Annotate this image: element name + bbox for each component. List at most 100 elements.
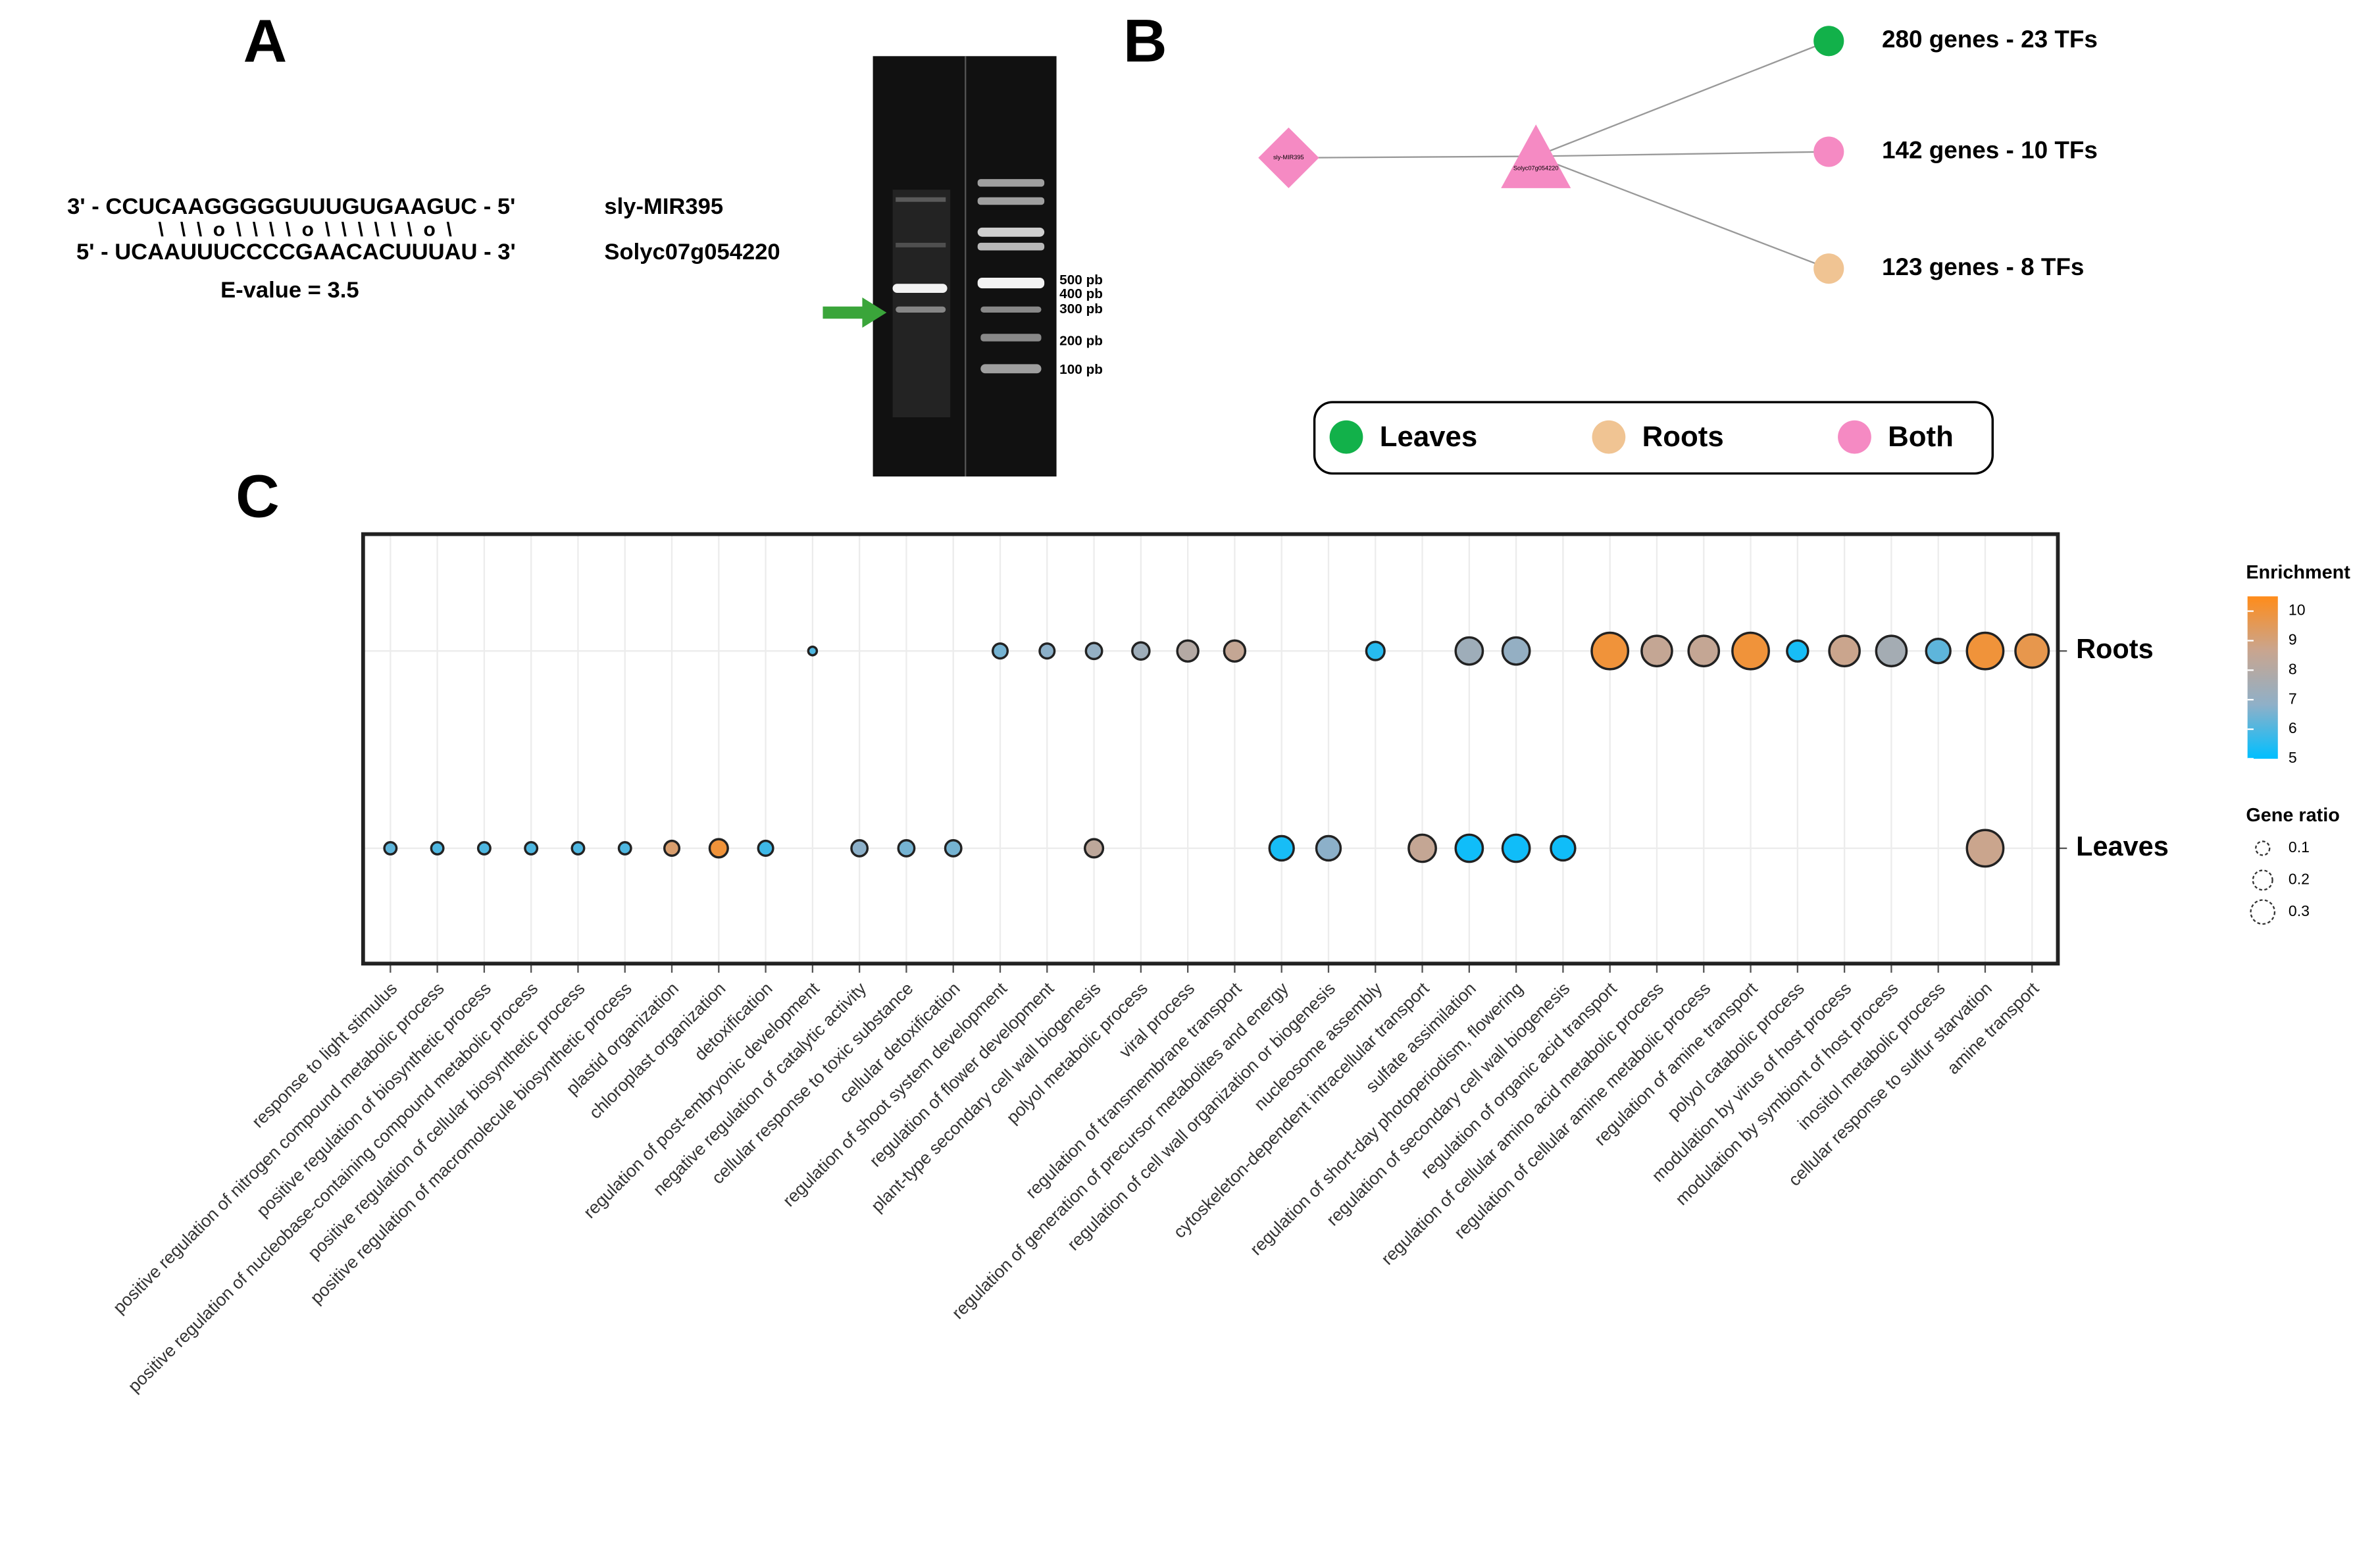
dot xyxy=(807,645,819,657)
smear xyxy=(892,190,951,418)
colorbar-label: 10 xyxy=(2289,602,2306,619)
dot xyxy=(476,841,492,856)
dot xyxy=(1084,642,1103,661)
ladder-label: 300 pb xyxy=(1059,301,1103,317)
panel-label: B xyxy=(1123,7,1167,75)
size-key xyxy=(2252,869,2273,891)
colorbar-label: 5 xyxy=(2289,749,2297,766)
target-groups: 280 genes - 23 TFs 142 genes - 10 TFs 123 … xyxy=(1813,26,2098,284)
legend-box xyxy=(1313,401,1994,475)
edge xyxy=(1535,155,1829,270)
size-label: 0.3 xyxy=(2289,902,2310,919)
edge xyxy=(1536,151,1829,157)
dot xyxy=(1925,638,1952,665)
legend-label: Roots xyxy=(1642,421,1724,453)
ladder-band xyxy=(977,277,1045,289)
legend-marker xyxy=(1838,420,1871,454)
legend-marker xyxy=(1329,420,1363,454)
ladder-band xyxy=(980,306,1042,313)
gene-name: sly-MIR395 xyxy=(604,194,723,219)
dot xyxy=(1315,834,1342,862)
dot xyxy=(430,841,445,856)
dot xyxy=(1365,640,1386,661)
colorbar-label: 8 xyxy=(2289,660,2297,677)
dot xyxy=(383,841,398,856)
dot xyxy=(1875,634,1908,667)
target-node xyxy=(1501,124,1571,188)
row-label: Roots xyxy=(2076,633,2154,664)
dot xyxy=(1828,634,1861,667)
band xyxy=(896,306,946,313)
dot xyxy=(850,839,869,858)
dot xyxy=(524,841,539,856)
evalue: E-value = 3.5 xyxy=(220,278,359,303)
dot xyxy=(1550,834,1577,862)
dot xyxy=(897,839,916,858)
node-label: sly-MIR395 xyxy=(1273,154,1304,161)
band xyxy=(896,197,946,202)
colorbar-label: 6 xyxy=(2289,719,2297,736)
dot xyxy=(1731,631,1770,671)
group-label: 142 genes - 10 TFs xyxy=(1882,136,2098,163)
group-node xyxy=(1813,136,1844,167)
ladder-band xyxy=(980,334,1042,342)
group-label: 123 genes - 8 TFs xyxy=(1882,253,2084,280)
edge xyxy=(1535,40,1829,157)
size-label: 0.2 xyxy=(2289,870,2310,887)
dot xyxy=(944,839,963,858)
panel-label: A xyxy=(243,7,288,75)
dot xyxy=(1501,833,1531,863)
legend-label: Both xyxy=(1888,421,1954,453)
dot xyxy=(1965,631,2005,671)
node-label: Solyc07g054220 xyxy=(1513,165,1559,171)
dot xyxy=(1501,636,1531,666)
size-key xyxy=(2255,840,2271,856)
row-label: Leaves xyxy=(2076,831,2169,861)
colorbar-label: 9 xyxy=(2289,631,2297,648)
panel-label: C xyxy=(236,462,280,530)
group-label: 280 genes - 23 TFs xyxy=(1882,26,2098,53)
colorbar-label: 7 xyxy=(2289,690,2297,707)
ladder-band xyxy=(980,364,1042,374)
strand: 5' - UCAAUUUCCCCGAACACUUUAU - 3' xyxy=(76,240,516,265)
dot xyxy=(1176,639,1200,663)
dot xyxy=(617,841,632,856)
dot xyxy=(2014,633,2050,669)
legend-title: Enrichment xyxy=(2246,562,2350,583)
color-legend: Enrichment 5 6 7 8 9 10 Gene ratio 0.1 0.2 0.3 xyxy=(2246,562,2350,925)
ladder-band xyxy=(977,197,1045,205)
ladder-label: 200 pb xyxy=(1059,333,1103,348)
dot xyxy=(1454,636,1484,666)
dot xyxy=(1131,641,1151,661)
dot xyxy=(1965,829,2005,868)
gene-name: Solyc07g054220 xyxy=(604,240,780,265)
dot xyxy=(1590,631,1630,671)
ladder-band xyxy=(977,179,1045,187)
dot xyxy=(570,841,586,856)
size-label: 0.1 xyxy=(2289,838,2310,856)
ladder-band xyxy=(977,227,1045,237)
size-key xyxy=(2250,899,2276,925)
band xyxy=(896,242,946,247)
dot xyxy=(1223,639,1247,663)
dot xyxy=(1640,634,1673,667)
ladder-label: 400 pb xyxy=(1059,286,1103,301)
dot xyxy=(1407,833,1437,863)
band xyxy=(892,284,948,294)
dot xyxy=(663,839,681,857)
ladder-label: 500 pb xyxy=(1059,272,1103,288)
x-tick-label: positive regulation of nitrogen compound… xyxy=(109,979,448,1318)
plot-frame xyxy=(361,532,2060,966)
dot xyxy=(1454,833,1484,863)
x-tick-label: regulation of transmembrane transport xyxy=(1022,978,1246,1202)
arrow xyxy=(823,297,887,328)
dot xyxy=(1786,639,1810,663)
dot xyxy=(991,642,1009,660)
dot xyxy=(1084,838,1105,859)
legend-label: Leaves xyxy=(1380,421,1478,453)
pairing: \ \ \ o \ \ \ \ o \ \ \ \ \ \ o \ xyxy=(159,218,453,240)
legend: Leaves Roots Both xyxy=(1329,420,1954,454)
